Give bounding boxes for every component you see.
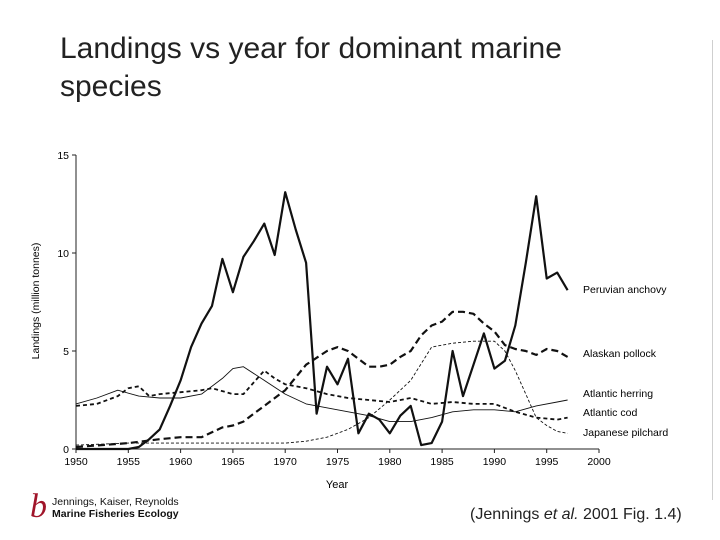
x-tick-label: 1975 [326,456,350,468]
y-tick-label: 15 [57,150,69,162]
series-label-atlantic-herring: Atlantic herring [583,388,653,400]
citation-etal: et al. [543,506,579,523]
y-tick-label: 5 [63,346,69,358]
x-tick-label: 1970 [274,456,298,468]
series-label-peruvian-anchovy: Peruvian anchovy [583,284,667,296]
slide-edge-line [712,40,713,500]
x-tick-label: 1950 [64,456,88,468]
series-line-peruvian-anchovy [76,191,569,451]
series-line-atlantic-cod [75,369,568,421]
x-tick-label: 1990 [483,456,507,468]
series-label-alaskan-pollock: Alaskan pollock [583,348,657,360]
y-tick-label: 10 [57,248,69,260]
x-tick-label: 1985 [430,456,454,468]
publisher-logo: b [30,488,47,525]
slide-title: Landings vs year for dominant marine spe… [60,32,562,103]
series-line-japanese-pilchard [75,340,568,446]
chart-axes: 1950 1955 1960 1965 1970 1975 1980 1985 1990 1995… [57,150,611,468]
series-label-atlantic-cod: Atlantic cod [583,407,637,419]
x-tick-label: 1980 [378,456,402,468]
chart-series-labels: Peruvian anchovy Alaskan pollock Atlantic … [583,284,668,439]
citation-rest: 2001 Fig. 1.4) [578,506,682,523]
x-tick-label: 1960 [169,456,193,468]
x-tick-label: 1995 [535,456,559,468]
credit-authors: Jennings, Kaiser, Reynolds [52,496,179,508]
credit-text: Jennings, Kaiser, Reynolds Marine Fisher… [52,496,179,520]
y-axis-label: Landings (million tonnes) [30,243,42,360]
figure-citation: (Jennings et al. 2001 Fig. 1.4) [470,506,682,524]
y-tick-label: 0 [63,444,69,456]
citation-open: (Jennings [470,506,544,523]
chart-series-lines [75,191,569,451]
x-tick-label: 1955 [117,456,141,468]
series-line-alaskan-pollock [75,310,569,449]
series-label-japanese-pilchard: Japanese pilchard [583,427,668,439]
credit-book-title: Marine Fisheries Ecology [52,508,179,520]
x-axis-label: Year [326,479,349,491]
series-line-atlantic-herring [75,366,568,423]
x-tick-label: 1965 [221,456,245,468]
x-tick-label: 2000 [587,456,611,468]
